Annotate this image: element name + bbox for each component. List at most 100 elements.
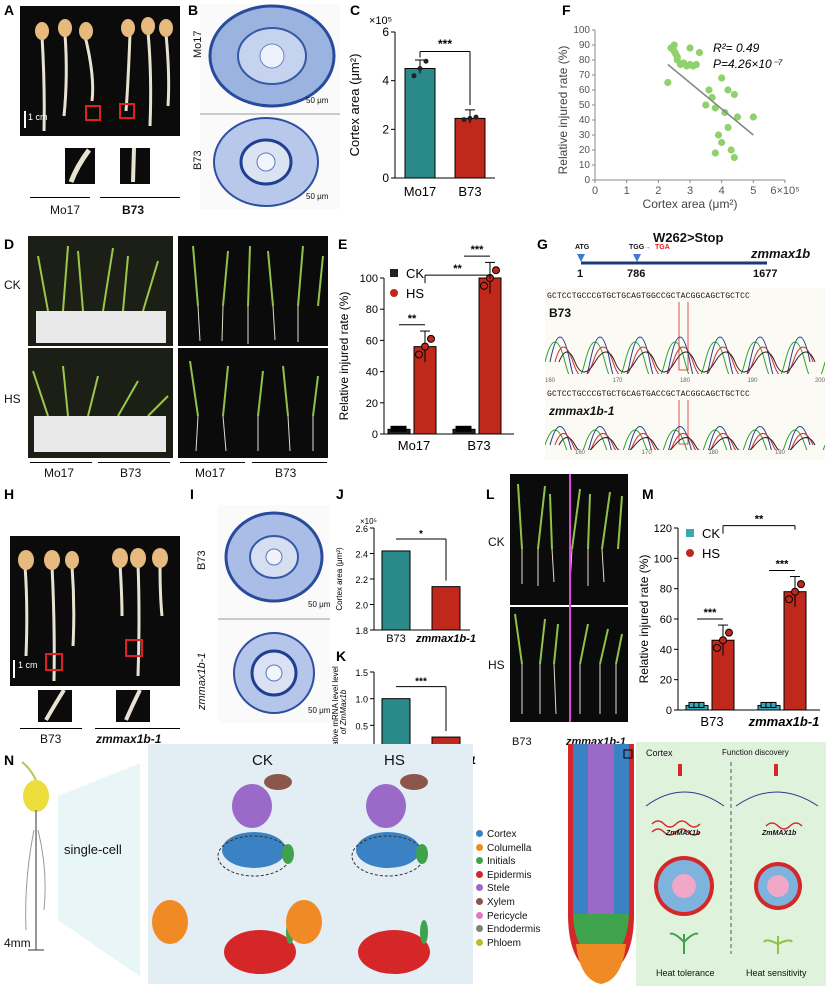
x-tick-label: B73	[458, 184, 481, 199]
atg-label: ATG	[575, 244, 590, 251]
y-tick-label: 60	[660, 614, 672, 626]
panel-label-e: E	[338, 236, 348, 252]
legend-label: Initials	[487, 856, 516, 868]
divider	[20, 728, 82, 729]
data-point	[423, 58, 429, 64]
col-label-mo17: Mo17	[44, 466, 75, 480]
chromatograms: GCTCCTGCCCGTGCTGCAGTGGCCGCTACGGCAGCTGCTC…	[545, 288, 825, 460]
bar	[381, 550, 411, 631]
x-tick-label: zmmax1b-1	[415, 633, 476, 645]
legend-item: Epidermis	[476, 869, 564, 883]
y-tick-label: 70	[579, 70, 591, 81]
legend-item: Endodermis	[476, 923, 564, 937]
x-tick-label: Mo17	[404, 184, 437, 199]
y-tick-label: 30	[579, 130, 591, 141]
bar	[478, 277, 502, 435]
p-label: P=4.26×10⁻⁷	[713, 57, 783, 71]
data-point	[692, 60, 700, 69]
x-tick-label: B73	[700, 714, 723, 729]
umap-panel: CK HS	[148, 744, 473, 984]
col-label-b73: B73	[120, 466, 142, 480]
panel-label-g: G	[537, 236, 548, 252]
root-length-label: 4mm	[4, 936, 31, 950]
cross-section-b	[200, 4, 340, 209]
y-axis-label: Relative injured rate (%)	[337, 292, 351, 421]
y-tick-label: 60	[366, 335, 378, 347]
y-tick-label: 20	[579, 145, 591, 156]
data-point	[400, 425, 407, 432]
scale-bar-label: 1 cm	[28, 112, 48, 122]
cortex-label: Cortex	[646, 748, 673, 758]
y-tick-label: 20	[366, 398, 378, 410]
bar	[381, 698, 411, 753]
seedling-drawing-n	[21, 761, 140, 977]
line-label-mo17: Mo17	[50, 203, 81, 217]
sequence-mutant: GCTCCTGCCCGTGCTGCAGTGACCGCTACGGCAGCTGCTC…	[547, 390, 750, 399]
data-point	[733, 113, 742, 121]
data-point	[791, 587, 799, 596]
line-label-b73: B73	[40, 732, 62, 746]
gene-track	[577, 254, 767, 265]
divider	[98, 462, 170, 463]
data-point	[460, 425, 467, 432]
panel-label-a: A	[4, 2, 15, 18]
legend-marker	[476, 843, 483, 851]
y-tick-label: 40	[579, 115, 591, 126]
y-tick-label: 50	[579, 100, 591, 111]
legend-marker	[476, 911, 483, 919]
data-point	[688, 701, 695, 708]
legend-marker	[686, 549, 694, 557]
bar	[431, 586, 461, 631]
chart-f: 0 10 20 30 40 50 60 70 80 90 100 0 1 2 3 4 5 6×10⁵ Cortex …	[556, 25, 800, 211]
legend-item: Phloem	[476, 937, 564, 951]
data-point	[461, 117, 467, 123]
data-point	[770, 701, 777, 708]
trace-mutant	[545, 400, 825, 450]
legend-label: Endodermis	[487, 924, 541, 936]
x-tick-label: Mo17	[398, 438, 431, 453]
data-point	[473, 114, 479, 120]
divider	[252, 462, 327, 463]
legend-label: Epidermis	[487, 869, 532, 881]
x-tick-label: 1	[624, 185, 630, 197]
panel-label-b: B	[188, 2, 199, 18]
root-tip-mutant-h	[116, 689, 150, 722]
legend-label: Pericycle	[487, 910, 528, 922]
codon-from: TGG	[629, 244, 645, 251]
legend-item: Xylem	[476, 896, 564, 910]
chart-e: 0 20 40 60 80 100 Relative injured rate (%) ** M…	[337, 244, 514, 453]
x-tick-label: B73	[467, 438, 490, 453]
y-multiplier: ×10⁵	[369, 15, 392, 27]
row-label-b73: B73	[196, 550, 208, 570]
y-axis-label: Relative injured rate (%)	[637, 555, 651, 684]
y-tick-label: 6	[382, 25, 389, 39]
method-label: single-cell	[64, 842, 122, 857]
y-tick-label: 2.6	[355, 524, 368, 534]
y-tick-label: 60	[579, 85, 591, 96]
col-label-b73: B73	[512, 736, 532, 748]
sig-label: ***	[776, 558, 790, 570]
sig-label: ***	[415, 677, 427, 688]
data-point	[797, 580, 805, 589]
trace-label-mutant: zmmax1b-1	[549, 404, 615, 418]
data-point	[718, 138, 726, 147]
pos-start: 1	[577, 268, 584, 280]
y-tick-label: 80	[366, 304, 378, 316]
data-point	[415, 350, 423, 359]
row-label-hs: HS	[488, 658, 505, 672]
pos-mutation: 786	[627, 268, 646, 280]
legend-marker	[390, 269, 398, 277]
model-drawing	[645, 762, 819, 954]
row-label-hs: HS	[4, 392, 21, 406]
data-point	[730, 90, 738, 99]
x-tick-label: B73	[386, 633, 406, 645]
data-point	[698, 701, 705, 708]
legend-marker	[476, 897, 483, 905]
data-point	[713, 643, 721, 652]
gene-left: ZmMAX1b	[666, 830, 701, 837]
scale-bar-label: 50 μm	[306, 192, 329, 201]
data-point	[417, 66, 423, 71]
data-point	[421, 342, 429, 351]
legend-item: Cortex	[476, 828, 564, 842]
data-point	[711, 149, 719, 157]
